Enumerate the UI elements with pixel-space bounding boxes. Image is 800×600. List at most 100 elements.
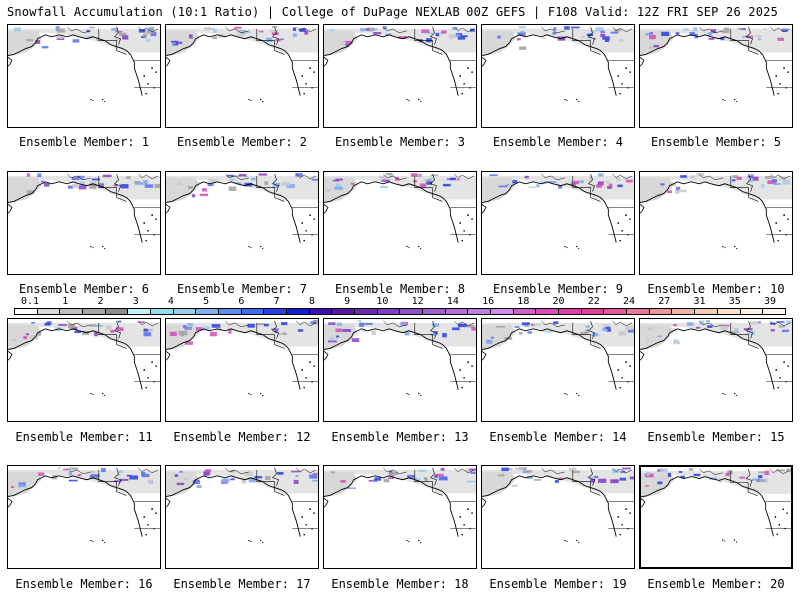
colorbar-cell bbox=[717, 309, 741, 314]
member-label: Ensemble Member: 13 bbox=[331, 430, 469, 444]
colorbar-tick-label: 5 bbox=[203, 296, 210, 307]
map-panel-member-10[interactable] bbox=[639, 171, 793, 275]
member-label: Ensemble Member: 12 bbox=[173, 430, 311, 444]
colorbar-tick-label: 35 bbox=[728, 296, 741, 307]
colorbar-tick-label: 9 bbox=[344, 296, 351, 307]
colorbar-tick-label: 3 bbox=[132, 296, 139, 307]
colorbar-tick-label: 8 bbox=[308, 296, 315, 307]
colorbar-cell bbox=[60, 309, 84, 314]
colorbar-tick-label: 12 bbox=[411, 296, 424, 307]
colorbar-tick-label: 10 bbox=[376, 296, 389, 307]
member-label: Ensemble Member: 19 bbox=[489, 577, 627, 591]
map-panel-member-17[interactable] bbox=[165, 465, 319, 569]
member-label: Ensemble Member: 1 bbox=[18, 135, 150, 149]
member-label: Ensemble Member: 18 bbox=[331, 577, 469, 591]
colorbar-tick-label: 14 bbox=[446, 296, 459, 307]
colorbar-tick-label: 1 bbox=[62, 296, 69, 307]
colorbar-tick-label: 4 bbox=[167, 296, 174, 307]
colorbar-cell bbox=[491, 309, 514, 314]
member-label: Ensemble Member: 6 bbox=[18, 282, 150, 296]
colorbar-cell bbox=[423, 309, 446, 314]
colorbar-cell bbox=[151, 309, 174, 314]
colorbar-cell bbox=[627, 309, 650, 314]
map-panel-member-4[interactable] bbox=[481, 24, 635, 128]
map-panel-member-20[interactable] bbox=[639, 465, 793, 569]
colorbar-cell bbox=[173, 309, 197, 314]
colorbar-cell bbox=[695, 309, 718, 314]
map-panel-member-11[interactable] bbox=[7, 318, 161, 422]
map-panel-member-7[interactable] bbox=[165, 171, 319, 275]
colorbar-cell bbox=[355, 309, 378, 314]
colorbar-cell bbox=[15, 309, 38, 314]
colorbar-tick-label: 27 bbox=[658, 296, 671, 307]
colorbar-ticks: 0.1 1 2 3 4 5 6 7 8 9 10 12 14 16 18 20 22 24 27 31 35 39 bbox=[14, 296, 786, 308]
map-panel-member-8[interactable] bbox=[323, 171, 477, 275]
map-panel-member-13[interactable] bbox=[323, 318, 477, 422]
colorbar-tick-label: 6 bbox=[238, 296, 245, 307]
colorbar-cell bbox=[445, 309, 469, 314]
map-panel-member-2[interactable] bbox=[165, 24, 319, 128]
colorbar-cell bbox=[672, 309, 696, 314]
colorbar-cell bbox=[763, 309, 785, 314]
map-panel-member-3[interactable] bbox=[323, 24, 477, 128]
member-label: Ensemble Member: 17 bbox=[173, 577, 311, 591]
map-panel-member-6[interactable] bbox=[7, 171, 161, 275]
colorbar-cell bbox=[196, 309, 220, 314]
member-label: Ensemble Member: 2 bbox=[176, 135, 308, 149]
member-label: Ensemble Member: 10 bbox=[647, 282, 785, 296]
member-label: Ensemble Member: 7 bbox=[176, 282, 308, 296]
colorbar-cell bbox=[219, 309, 242, 314]
map-panel-member-19[interactable] bbox=[481, 465, 635, 569]
member-label: Ensemble Member: 16 bbox=[15, 577, 153, 591]
colorbar-tick-label: 22 bbox=[587, 296, 600, 307]
colorbar-cell bbox=[581, 309, 605, 314]
map-panel-member-5[interactable] bbox=[639, 24, 793, 128]
map-panel-member-18[interactable] bbox=[323, 465, 477, 569]
member-label: Ensemble Member: 11 bbox=[15, 430, 153, 444]
title-right: 00Z GEFS | F108 Valid: 12Z FRI SEP 26 20… bbox=[466, 5, 778, 19]
colorbar-cell bbox=[377, 309, 401, 314]
colorbar-cell bbox=[105, 309, 129, 314]
colorbar-cell bbox=[287, 309, 310, 314]
member-label: Ensemble Member: 20 bbox=[647, 577, 785, 591]
member-label: Ensemble Member: 9 bbox=[492, 282, 624, 296]
colorbar-cell bbox=[536, 309, 560, 314]
colorbar-cell bbox=[128, 309, 152, 314]
colorbar bbox=[14, 308, 786, 315]
colorbar-cell bbox=[264, 309, 288, 314]
colorbar-tick-label: 31 bbox=[693, 296, 706, 307]
colorbar-cell bbox=[332, 309, 356, 314]
map-panel-member-1[interactable] bbox=[7, 24, 161, 128]
colorbar-cell bbox=[740, 309, 764, 314]
colorbar-tick-label: 20 bbox=[552, 296, 565, 307]
colorbar-cell bbox=[37, 309, 61, 314]
map-panel-member-16[interactable] bbox=[7, 465, 161, 569]
colorbar-cell bbox=[309, 309, 333, 314]
member-label: Ensemble Member: 14 bbox=[489, 430, 627, 444]
member-label: Ensemble Member: 3 bbox=[334, 135, 466, 149]
colorbar-tick-label: 7 bbox=[273, 296, 280, 307]
member-label: Ensemble Member: 5 bbox=[650, 135, 782, 149]
colorbar-cell bbox=[400, 309, 424, 314]
member-label: Ensemble Member: 4 bbox=[492, 135, 624, 149]
colorbar-cell bbox=[468, 309, 492, 314]
colorbar-cell bbox=[604, 309, 628, 314]
colorbar-cell bbox=[83, 309, 106, 314]
member-label: Ensemble Member: 8 bbox=[334, 282, 466, 296]
title-left: Snowfall Accumulation (10:1 Ratio) | Col… bbox=[7, 5, 460, 19]
colorbar-cell bbox=[513, 309, 537, 314]
map-panel-member-14[interactable] bbox=[481, 318, 635, 422]
colorbar-cell bbox=[649, 309, 673, 314]
member-label: Ensemble Member: 15 bbox=[647, 430, 785, 444]
colorbar-tick-label: 18 bbox=[517, 296, 530, 307]
map-panel-member-9[interactable] bbox=[481, 171, 635, 275]
colorbar-tick-label: 24 bbox=[623, 296, 636, 307]
colorbar-tick-label: 16 bbox=[482, 296, 495, 307]
colorbar-cell bbox=[241, 309, 265, 314]
colorbar-tick-label: 2 bbox=[97, 296, 104, 307]
colorbar-cell bbox=[559, 309, 582, 314]
map-panel-member-15[interactable] bbox=[639, 318, 793, 422]
colorbar-tick-label: 39 bbox=[763, 296, 777, 307]
colorbar-tick-label: 0.1 bbox=[20, 296, 40, 307]
map-panel-member-12[interactable] bbox=[165, 318, 319, 422]
